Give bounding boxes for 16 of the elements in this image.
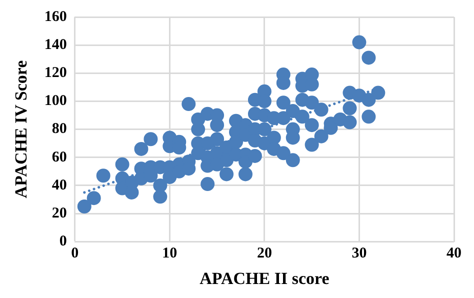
- y-tick-label: 20: [52, 205, 67, 222]
- y-tick-label: 60: [52, 149, 67, 166]
- y-tick-label: 160: [44, 8, 67, 25]
- y-tick-label: 100: [44, 93, 67, 110]
- x-tick-label: 10: [162, 245, 178, 262]
- x-tick-label: 20: [256, 245, 272, 262]
- x-tick-label: 30: [352, 245, 367, 262]
- x-tick-label: 40: [446, 245, 462, 262]
- x-axis-title: APACHE II score: [200, 269, 330, 288]
- y-axis-title: APACHE IV Score: [12, 60, 31, 198]
- y-tick-label: 80: [52, 121, 67, 138]
- y-tick-label: 120: [44, 65, 67, 82]
- y-tick-label: 140: [44, 36, 67, 53]
- y-tick-label: 40: [52, 177, 67, 194]
- x-tick-label: 0: [71, 245, 79, 262]
- y-tick-label: 0: [59, 233, 67, 250]
